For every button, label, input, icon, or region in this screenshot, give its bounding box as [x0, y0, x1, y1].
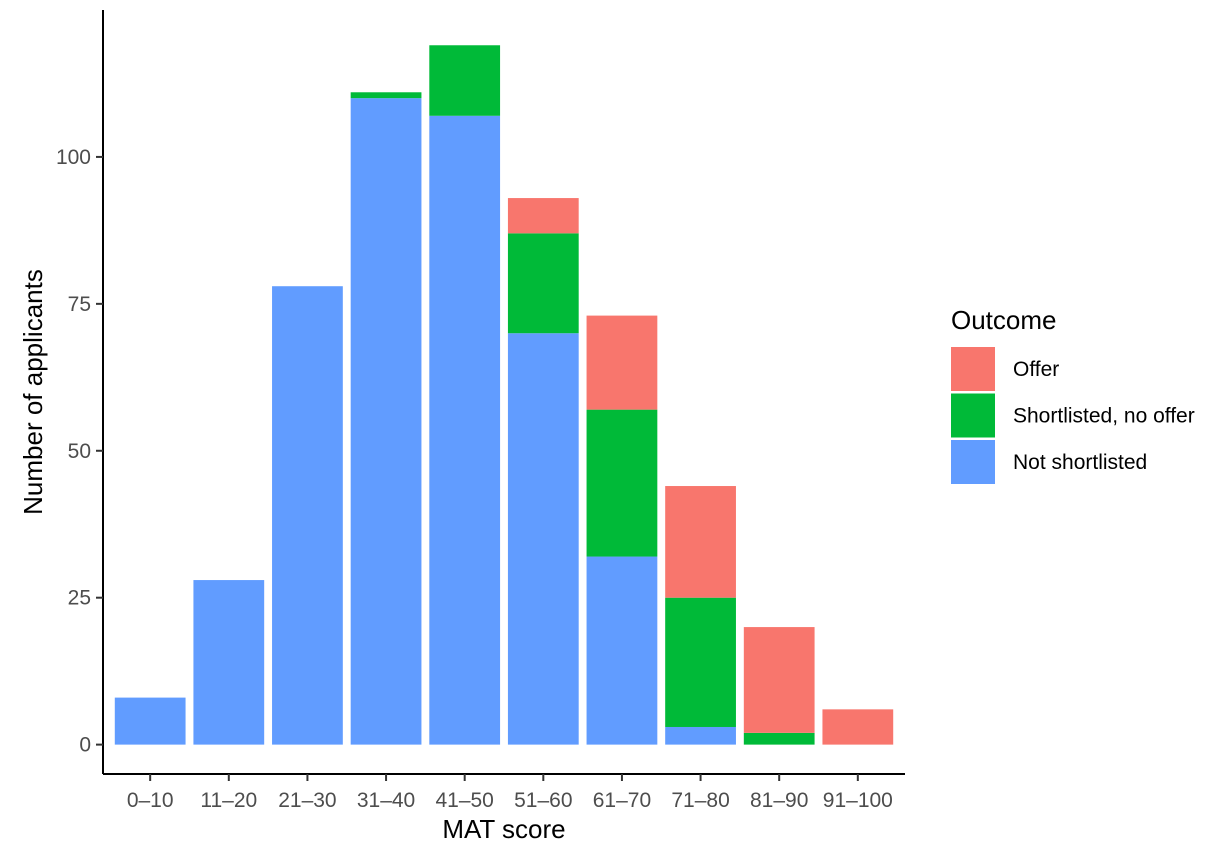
- axes-layer: [102, 10, 905, 775]
- bar-segment: [272, 286, 343, 745]
- legend-label: Not shortlisted: [1013, 451, 1147, 474]
- y-tick-label: 50: [68, 440, 91, 463]
- legend-label: Offer: [1013, 358, 1059, 381]
- y-tick-label: 0: [79, 734, 91, 757]
- bar-segment: [822, 709, 894, 745]
- legend-key: [951, 440, 995, 484]
- bar-segment: [507, 233, 579, 334]
- bar-segment: [586, 556, 658, 745]
- bar-segment: [743, 732, 815, 745]
- x-tick-label: 81–90: [750, 789, 808, 812]
- y-tick-label: 75: [68, 293, 91, 316]
- x-tick-label: 61–70: [593, 789, 651, 812]
- y-ticks: 0 25 50 75 100: [56, 146, 103, 757]
- x-ticks: 0–10 11–20 21–30 31–40 41–50 51–60 61–70 71–80 8…: [127, 774, 893, 812]
- bar-segment: [429, 45, 501, 116]
- legend-key: [951, 347, 995, 391]
- bar-segment: [507, 333, 579, 745]
- x-axis-title: MAT score: [442, 814, 565, 844]
- x-tick-label: 41–50: [435, 789, 493, 812]
- y-tick-label: 25: [68, 587, 91, 610]
- y-tick-label: 100: [56, 146, 91, 169]
- bars-layer: [114, 45, 894, 745]
- bar-segment: [350, 92, 422, 99]
- x-tick-label: 21–30: [278, 789, 336, 812]
- legend-title: Outcome: [951, 305, 1057, 335]
- bar-segment: [665, 486, 736, 598]
- legend-key: [951, 393, 995, 438]
- x-tick-label: 71–80: [671, 789, 729, 812]
- bar-segment: [743, 627, 815, 733]
- x-tick-label: 91–100: [823, 789, 893, 812]
- bar-segment: [429, 115, 501, 745]
- bar-segment: [665, 597, 736, 727]
- x-tick-label: 51–60: [514, 789, 572, 812]
- y-axis-title: Number of applicants: [18, 269, 48, 515]
- legend-label: Shortlisted, no offer: [1013, 405, 1195, 428]
- bar-segment: [114, 697, 186, 745]
- bar-segment: [586, 315, 658, 410]
- bar-segment: [586, 409, 658, 557]
- bar-segment: [350, 98, 422, 745]
- legend: Outcome Offer Shortlisted, no offer Not sh…: [951, 305, 1195, 484]
- bar-segment: [193, 580, 265, 745]
- x-tick-label: 0–10: [127, 789, 174, 812]
- x-tick-label: 31–40: [357, 789, 415, 812]
- x-tick-label: 11–20: [200, 789, 257, 812]
- bar-segment: [507, 198, 579, 234]
- bar-segment: [665, 726, 736, 745]
